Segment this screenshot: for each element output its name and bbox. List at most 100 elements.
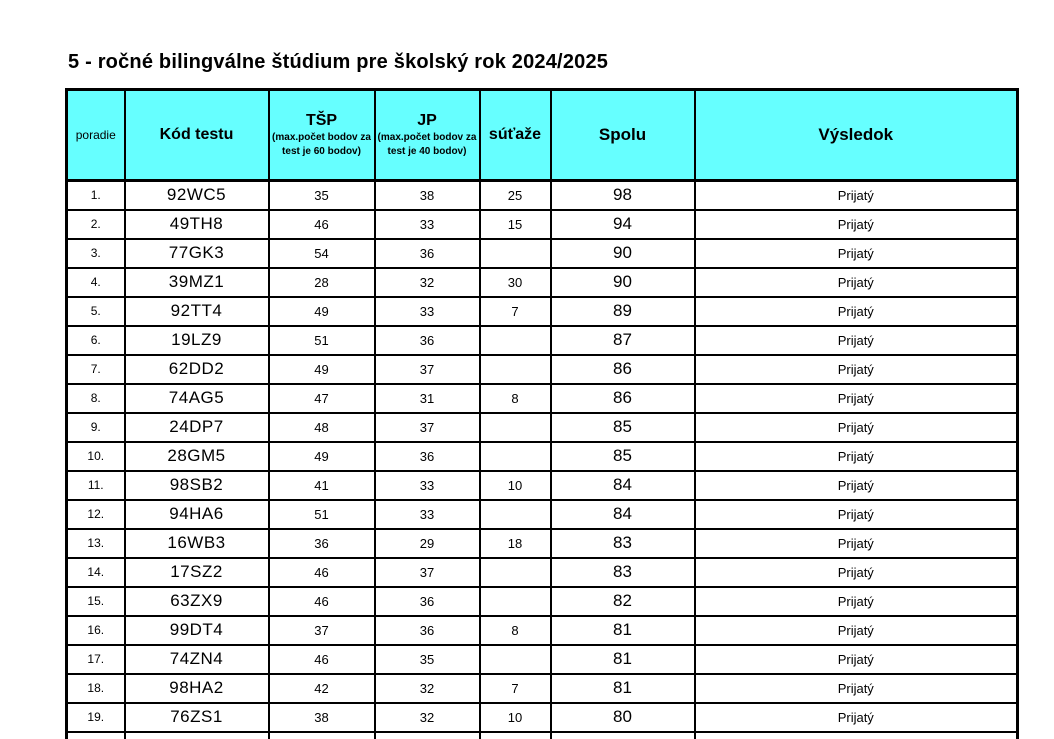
col-header-kod-testu-label: Kód testu (159, 126, 234, 143)
cell-vysledok: Prijatý (693, 208, 1019, 240)
col-header-sutaze-label: súťaže (488, 126, 542, 143)
col-header-kod-testu: Kód testu (123, 88, 270, 182)
table-row: 8. 74AG5 47 31 8 86 Prijatý (65, 382, 1019, 414)
cell-sutaze (478, 237, 552, 269)
cell-poradie: 9. (65, 411, 126, 443)
cell-spolu: 81 (549, 672, 696, 704)
table-row: 6. 19LZ9 51 36 87 Prijatý (65, 324, 1019, 356)
cell-jp: 32 (373, 266, 481, 298)
cell-kod-testu: 98SB2 (123, 469, 270, 501)
cell-spolu: 80 (549, 701, 696, 733)
cell-kod-testu: 28GM5 (123, 440, 270, 472)
cell-sutaze: 18 (478, 527, 552, 559)
cell-jp: 36 (373, 585, 481, 617)
cell-kod-testu: 99DT4 (123, 614, 270, 646)
cell-sutaze: 15 (478, 208, 552, 240)
cell-jp: 31 (373, 382, 481, 414)
cell-jp: 38 (373, 179, 481, 211)
cell-sutaze (478, 411, 552, 443)
cell-poradie: 6. (65, 324, 126, 356)
cell-tsp: 36 (267, 527, 376, 559)
cell-spolu: 86 (549, 353, 696, 385)
cell-tsp: 48 (267, 411, 376, 443)
cell-spolu: 81 (549, 643, 696, 675)
cell-vysledok: Prijatý (693, 672, 1019, 704)
cell-vysledok: Prijatý (693, 440, 1019, 472)
cell-sutaze: 7 (478, 295, 552, 327)
table-row: 3. 77GK3 54 36 90 Prijatý (65, 237, 1019, 269)
cell-poradie: 10. (65, 440, 126, 472)
cell-jp: 37 (373, 556, 481, 588)
cell-kod-testu: 19LZ9 (123, 324, 270, 356)
col-header-tsp-subtitle: (max.počet bodov za test je 60 bodov) (272, 132, 371, 157)
cell-poradie: 17. (65, 643, 126, 675)
cell-vysledok: Prijatý (693, 701, 1019, 733)
cell-sutaze (478, 643, 552, 675)
cell-kod-testu: 74ZN4 (123, 643, 270, 675)
cell-tsp: 49 (267, 440, 376, 472)
cell-jp: 32 (373, 701, 481, 733)
cell-jp: 33 (373, 295, 481, 327)
cell-spolu: 85 (549, 411, 696, 443)
cell-tsp: 28 (267, 266, 376, 298)
cell-vysledok: Prijatý (693, 498, 1019, 530)
cell-vysledok: Prijatý (693, 527, 1019, 559)
col-header-vysledok-label: Výsledok (818, 125, 894, 144)
cell-kod-testu: 77GK3 (123, 237, 270, 269)
col-header-jp-label: JP (417, 112, 437, 129)
cell-jp: 33 (373, 498, 481, 530)
table-row: 15. 63ZX9 46 36 82 Prijatý (65, 585, 1019, 617)
cell-tsp: 54 (267, 237, 376, 269)
cell-tsp: 46 (267, 643, 376, 675)
cell-kod-testu: 17SZ2 (123, 556, 270, 588)
cell-jp: 36 (373, 614, 481, 646)
cell-vysledok: Prijatý (693, 382, 1019, 414)
cell-spolu: 84 (549, 498, 696, 530)
table-row: 4. 39MZ1 28 32 30 90 Prijatý (65, 266, 1019, 298)
cell-sutaze (478, 585, 552, 617)
cell-kod-testu: 94HA6 (123, 498, 270, 530)
cell-sutaze (478, 324, 552, 356)
table-row: 16. 99DT4 37 36 8 81 Prijatý (65, 614, 1019, 646)
cell-vysledok: Prijatý (693, 295, 1019, 327)
cell-vysledok: Prijatý (693, 179, 1019, 211)
cell-tsp: 46 (267, 585, 376, 617)
cell-tsp: 38 (267, 701, 376, 733)
col-header-jp-subtitle: (max.počet bodov za test je 40 bodov) (377, 132, 477, 157)
col-header-sutaze: súťaže (478, 88, 552, 182)
table-row: 10. 28GM5 49 36 85 Prijatý (65, 440, 1019, 472)
cell-sutaze: 25 (478, 179, 552, 211)
table-row: 18. 98HA2 42 32 7 81 Prijatý (65, 672, 1019, 704)
cell-kod-testu: 76ZS1 (123, 701, 270, 733)
cell-poradie: 2. (65, 208, 126, 240)
cell-spolu: 81 (549, 614, 696, 646)
cell-poradie: 13. (65, 527, 126, 559)
table-row: 13. 16WB3 36 29 18 83 Prijatý (65, 527, 1019, 559)
results-table: poradie Kód testu TŠP (max.počet bodov z… (65, 88, 1019, 739)
cell-vysledok (693, 730, 1019, 739)
table-row: 2. 49TH8 46 33 15 94 Prijatý (65, 208, 1019, 240)
cell-sutaze: 8 (478, 614, 552, 646)
cell-tsp (267, 730, 376, 739)
cell-spolu: 90 (549, 237, 696, 269)
cell-poradie: 16. (65, 614, 126, 646)
cell-spolu: 83 (549, 556, 696, 588)
col-header-poradie-label: poradie (75, 128, 116, 142)
cell-tsp: 46 (267, 556, 376, 588)
cell-jp: 33 (373, 208, 481, 240)
page-title: 5 - ročné bilingválne štúdium pre školsk… (68, 51, 609, 73)
cell-spolu: 85 (549, 440, 696, 472)
cell-kod-testu: 74AG5 (123, 382, 270, 414)
cell-vysledok: Prijatý (693, 556, 1019, 588)
cell-tsp: 51 (267, 498, 376, 530)
col-header-poradie: poradie (65, 88, 126, 182)
cell-jp: 36 (373, 324, 481, 356)
table-row: 5. 92TT4 49 33 7 89 Prijatý (65, 295, 1019, 327)
cell-spolu: 94 (549, 208, 696, 240)
cell-poradie: 19. (65, 701, 126, 733)
cell-jp: 35 (373, 643, 481, 675)
cell-vysledok: Prijatý (693, 469, 1019, 501)
cell-jp: 29 (373, 527, 481, 559)
cell-sutaze (478, 498, 552, 530)
